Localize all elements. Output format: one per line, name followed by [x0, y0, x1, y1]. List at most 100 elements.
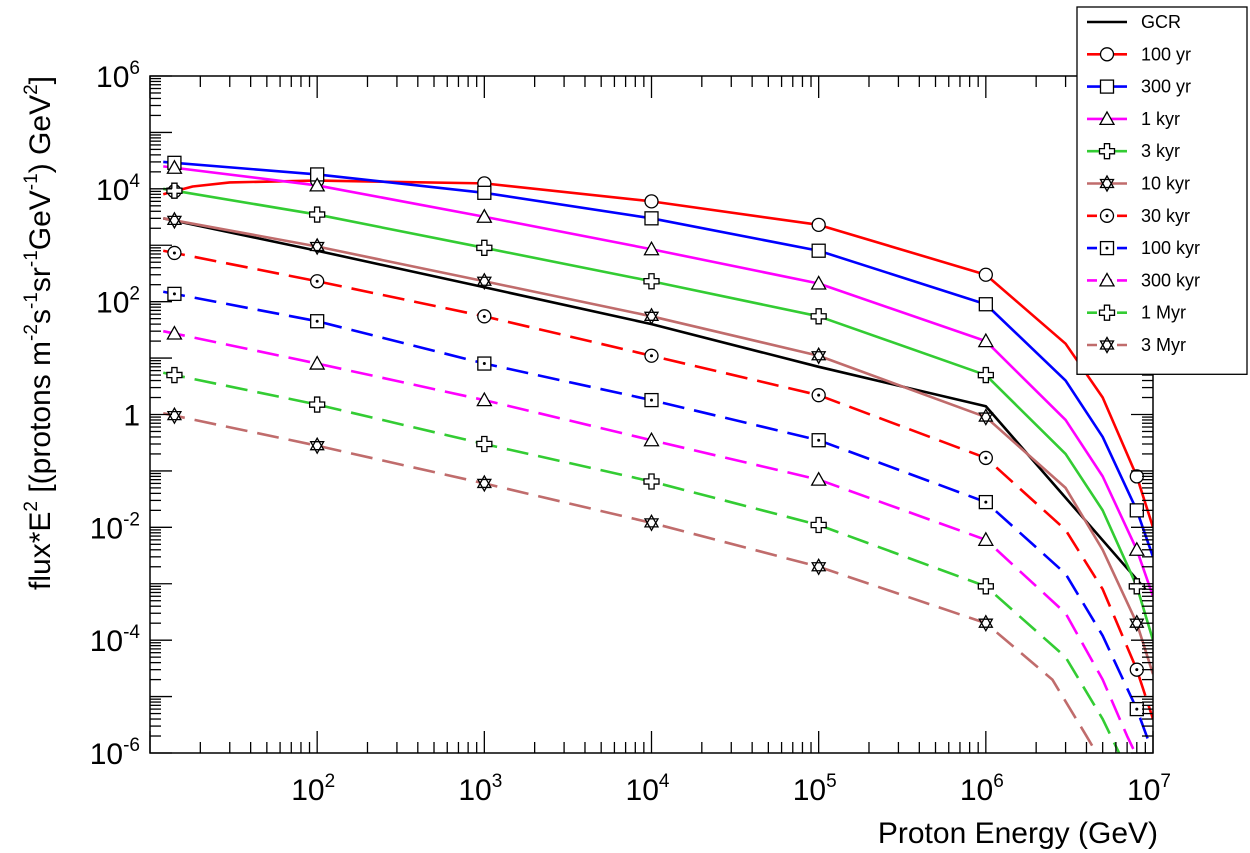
- series-7-marker-4: [811, 433, 826, 448]
- series-7-marker-3: [644, 392, 659, 408]
- series-8-marker-2: [476, 391, 493, 407]
- series-9-marker-5: [977, 578, 994, 595]
- series-5-marker-4: [811, 346, 827, 365]
- series-3-marker-1: [309, 177, 326, 192]
- series-7-marker-5: [978, 494, 993, 510]
- series-3-marker-3: [643, 240, 660, 256]
- legend-entry-8: 300 kyr: [1087, 270, 1200, 290]
- series-9-marker-4: [810, 516, 827, 534]
- y-tick-label-5: 104: [96, 171, 140, 207]
- labels-layer: 102 103 104 105 106 107 10-6 10-4 10-2 1 102 104 106…: [21, 58, 1171, 850]
- legend-marker-2: [1099, 79, 1115, 94]
- axes-layer: [149, 75, 1154, 754]
- legend-entry-3: 1 kyr: [1087, 109, 1180, 129]
- marker-layer: [166, 155, 1145, 717]
- legend-marker-10: [1099, 336, 1115, 354]
- series-line-1: [162, 179, 1153, 528]
- series-1-marker-5: [978, 267, 993, 282]
- legend-marker-3: [1098, 110, 1116, 126]
- series-10-marker-3: [643, 514, 660, 532]
- legend-marker-6: [1099, 208, 1115, 223]
- series-2-marker-3: [644, 211, 659, 226]
- series-9-marker-0: [166, 366, 183, 384]
- series-6-marker-5: [978, 450, 993, 466]
- series-9-marker-2: [476, 435, 493, 453]
- series-8-marker-4: [810, 471, 827, 486]
- legend-label-0: GCR: [1141, 12, 1181, 32]
- legend-label-10: 3 Myr: [1141, 335, 1186, 355]
- series-line-9: [162, 371, 1121, 753]
- series-6-marker-2: [477, 309, 492, 324]
- legend-marker-1: [1099, 47, 1115, 62]
- series-5-marker-0: [166, 211, 183, 230]
- legend-marker-8: [1098, 272, 1116, 287]
- legend-label-3: 1 kyr: [1141, 109, 1180, 129]
- series-4-marker-5: [977, 366, 994, 384]
- legend-marker-4: [1098, 143, 1116, 160]
- series-line-10: [162, 412, 1098, 753]
- series-3-marker-2: [476, 208, 493, 223]
- series-2-marker-5: [978, 297, 993, 312]
- legend-marker-9: [1098, 304, 1116, 321]
- series-10-marker-1: [309, 436, 325, 455]
- series-line-7: [162, 290, 1151, 744]
- legend-entry-7: 100 kyr: [1087, 238, 1200, 258]
- series-5-marker-5: [978, 408, 994, 426]
- legend-entry-0: GCR: [1087, 12, 1181, 32]
- series-9-marker-3: [643, 473, 660, 490]
- y-tick-label-4: 102: [96, 284, 140, 320]
- legend-entry-2: 300 yr: [1087, 77, 1191, 97]
- series-8-marker-5: [977, 531, 994, 546]
- series-line-2: [163, 160, 1153, 558]
- y-axis-title: flux*E2 [(protons m-2s-1sr-1GeV-1) GeV2]: [21, 76, 57, 590]
- legend-label-8: 300 kyr: [1141, 270, 1200, 290]
- legend-label-1: 100 yr: [1141, 44, 1191, 64]
- y-tick-label-3: 1: [123, 400, 140, 433]
- series-6-marker-1: [310, 274, 325, 289]
- series-6-marker-0: [167, 245, 182, 261]
- x-axis-title: Proton Energy (GeV): [878, 817, 1158, 850]
- legend-entry-6: 30 kyr: [1087, 206, 1190, 226]
- series-8-marker-0: [166, 325, 183, 340]
- legend-label-4: 3 kyr: [1141, 141, 1180, 161]
- series-10-marker-5: [978, 614, 994, 633]
- series-7-marker-6: [1129, 701, 1144, 717]
- legend-entry-1: 100 yr: [1087, 44, 1191, 64]
- series-4-marker-1: [309, 206, 326, 223]
- series-line-8: [162, 329, 1137, 753]
- series-4-marker-2: [476, 239, 493, 256]
- y-tick-label-1: 10-4: [90, 622, 141, 658]
- series-line-3: [163, 165, 1153, 597]
- series-3-marker-6: [1128, 541, 1145, 556]
- series-3-marker-4: [810, 275, 827, 290]
- series-7-marker-2: [477, 356, 492, 371]
- x-tick-label-5: 107: [1127, 771, 1171, 807]
- series-8-marker-1: [309, 355, 326, 370]
- series-2-marker-6: [1129, 503, 1144, 518]
- x-tick-label-0: 102: [291, 771, 335, 807]
- y-tick-label-2: 10-2: [90, 509, 140, 545]
- series-7-marker-1: [310, 314, 325, 329]
- series-4-marker-3: [643, 273, 660, 290]
- legend: GCR 100 yr 300 yr 1 kyr 3 kyr 10 kyr 30 kyr 100…: [1076, 6, 1248, 375]
- series-10-marker-4: [811, 557, 827, 576]
- legend-entry-5: 10 kyr: [1087, 174, 1190, 194]
- series-8-marker-3: [643, 431, 660, 447]
- series-1-marker-4: [811, 217, 826, 232]
- x-tick-label-2: 104: [626, 771, 670, 807]
- series-9-marker-1: [309, 396, 326, 413]
- y-tick-label-6: 106: [96, 58, 140, 94]
- series-6-marker-3: [644, 348, 659, 363]
- series-4-marker-0: [166, 182, 183, 199]
- legend-entry-4: 3 kyr: [1087, 141, 1180, 161]
- plot-frame: [149, 75, 1154, 754]
- series-6-marker-6: [1129, 662, 1144, 677]
- series-3-marker-0: [166, 159, 183, 174]
- series-5-marker-2: [476, 272, 492, 291]
- series-2-marker-2: [477, 185, 492, 200]
- legend-entry-10: 3 Myr: [1087, 335, 1186, 355]
- series-7-marker-0: [167, 286, 182, 302]
- series-line-4: [163, 187, 1153, 641]
- legend-label-6: 30 kyr: [1141, 206, 1190, 226]
